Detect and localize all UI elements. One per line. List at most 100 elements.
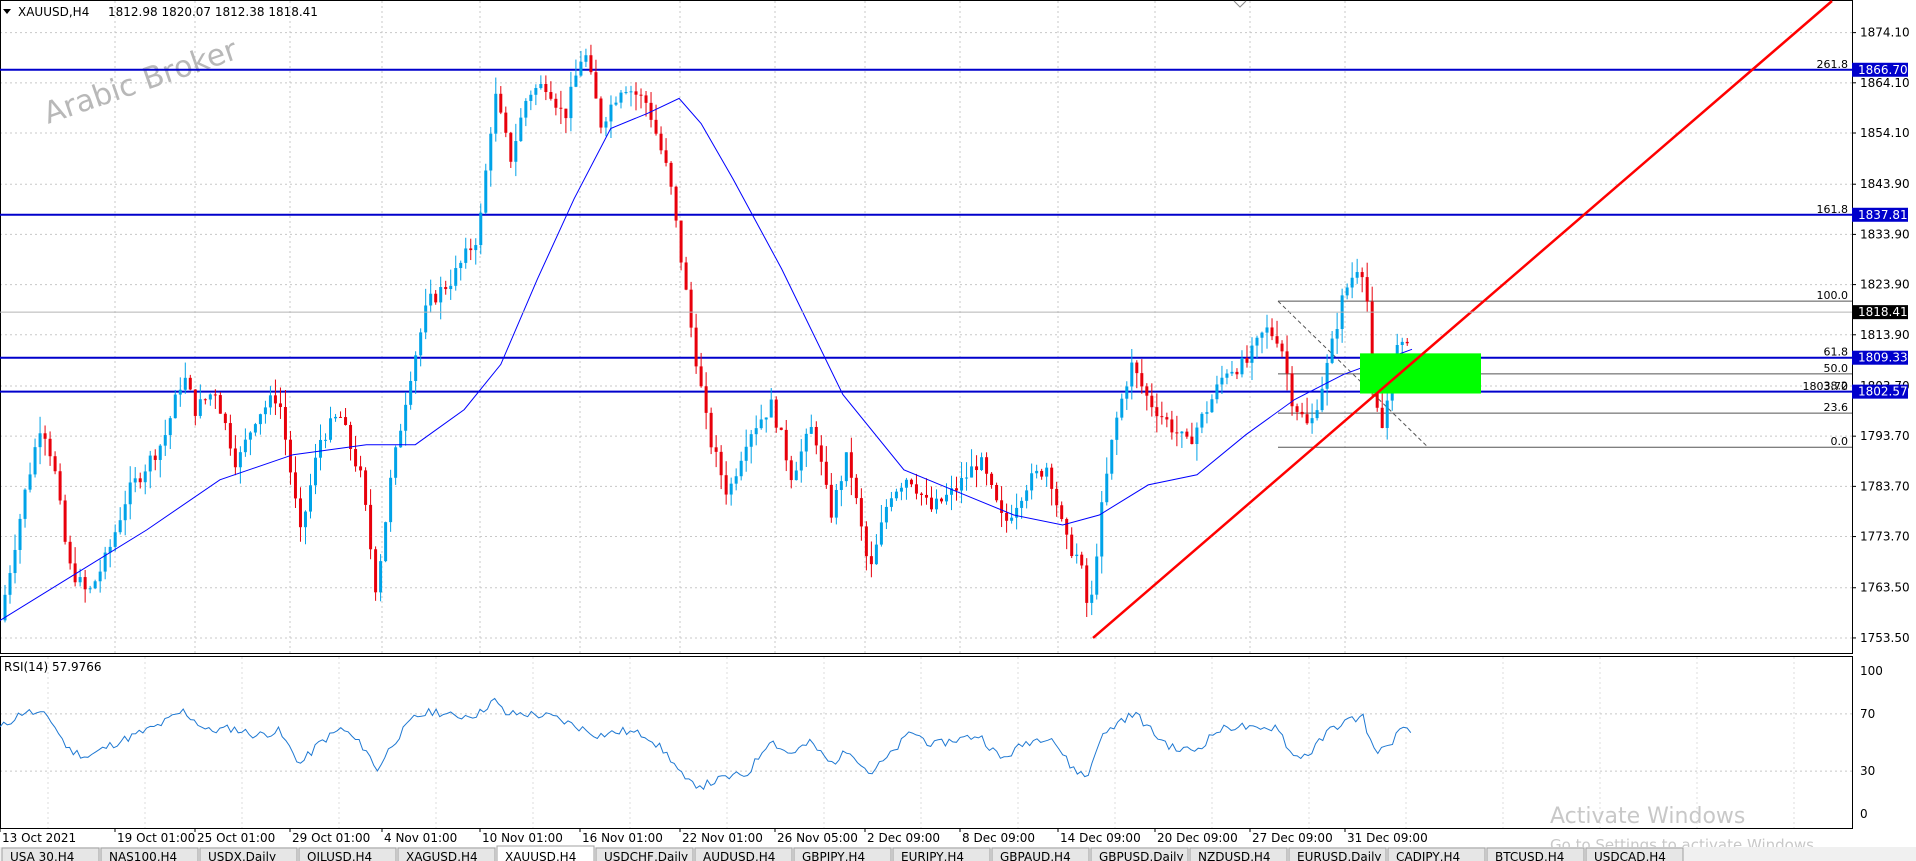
candle-body (253, 424, 257, 433)
candle-body (469, 248, 473, 251)
candle-body (1105, 473, 1109, 503)
candle-body (965, 477, 969, 479)
date-tick-label: 4 Nov 01:00 (384, 831, 457, 845)
candle-body (1220, 377, 1224, 385)
candle-body (123, 504, 127, 521)
tab-gbpusd-daily[interactable]: GBPUSD,Daily (1090, 847, 1189, 861)
tab-btcusd-h4[interactable]: BTCUSD,H4 (1486, 847, 1585, 861)
candle-body (644, 95, 648, 103)
tab-xagusd-h4[interactable]: XAGUSD,H4 (397, 847, 496, 861)
candle-body (899, 487, 903, 492)
tab-nzdusd-h4[interactable]: NZDUSD,H4 (1189, 847, 1288, 861)
tab-bg (1, 847, 100, 861)
candle-body (1180, 431, 1184, 434)
candle-body (1350, 277, 1354, 288)
tab-bg (892, 847, 991, 861)
candle-body (929, 497, 933, 510)
candle-body (729, 483, 733, 495)
candle-body (354, 448, 358, 467)
candle-body (1355, 272, 1359, 278)
tab-xauusd-h4[interactable]: XAUUSD,H4 (496, 845, 595, 861)
candle-body (113, 532, 117, 547)
candle-body (228, 423, 232, 449)
tab-gbpjpy-h4[interactable]: GBPJPY,H4 (793, 847, 892, 861)
date-tick-label: 31 Dec 09:00 (1347, 831, 1428, 845)
candle-body (364, 470, 368, 505)
date-tick-label: 22 Nov 01:00 (682, 831, 763, 845)
candle-body (218, 395, 222, 414)
tab-gbpaud-h4[interactable]: GBPAUD,H4 (991, 847, 1090, 861)
candle-body (1360, 272, 1364, 278)
rsi-line (0, 697, 1412, 791)
candle-body (694, 327, 698, 367)
candle-body (449, 285, 453, 290)
candle-body (514, 141, 518, 162)
candle-body (1315, 410, 1319, 419)
candle-body (819, 445, 823, 462)
candle-body (439, 287, 443, 303)
tab-bg (100, 847, 199, 861)
candle-body (389, 477, 393, 523)
candle-body (509, 132, 513, 162)
symbol-tab-bar[interactable]: USA 30,H4 NAS100,H4 USDX,Daily OILUSD,H4 XAG… (0, 845, 1916, 861)
tab-usa-30-h4[interactable]: USA 30,H4 (1, 847, 100, 861)
candle-body (639, 94, 643, 96)
candle-body (1215, 384, 1219, 400)
tab-usdchf-daily[interactable]: USDCHF,Daily (595, 847, 694, 861)
tab-audusd-h4[interactable]: AUDUSD,H4 (694, 847, 793, 861)
candle-body (864, 526, 868, 557)
candle-body (1225, 373, 1229, 378)
candle-body (569, 86, 573, 119)
candle-body (1335, 329, 1339, 339)
tab-oilusd-h4[interactable]: OILUSD,H4 (298, 847, 397, 861)
price-tag-bg (1852, 62, 1908, 77)
horizontal-levels[interactable] (0, 68, 1852, 393)
candle-body (1300, 411, 1304, 415)
candle-body (624, 92, 628, 94)
candle-body (1255, 337, 1259, 346)
candle-body (1325, 362, 1329, 389)
candle-body (1110, 439, 1114, 474)
candle-body (8, 573, 12, 595)
candle-body (799, 451, 803, 471)
tab-usdx-daily[interactable]: USDX,Daily (199, 847, 298, 861)
tab-label: AUDUSD,H4 (703, 850, 775, 861)
candle-body (1025, 490, 1029, 501)
tab-bg (199, 847, 298, 861)
green-zone[interactable] (1360, 353, 1481, 394)
candle-body (604, 121, 608, 128)
candle-body (1200, 413, 1204, 428)
candle-body (629, 91, 633, 93)
tab-usdcad-h4[interactable]: USDCAD,H4 (1585, 847, 1684, 861)
price-tick-label: 1773.70 (1860, 530, 1910, 544)
candle-body (804, 433, 808, 452)
candle-body (1230, 371, 1234, 374)
candle-body (955, 488, 959, 491)
candle-body (584, 55, 588, 62)
trendline[interactable] (1092, 0, 1833, 639)
candle-body (23, 489, 27, 519)
candle-body (1160, 416, 1164, 418)
tab-eurjpy-h4[interactable]: EURJPY,H4 (892, 847, 991, 861)
candle-body (1100, 502, 1104, 557)
candle-body (754, 428, 758, 435)
candle-body (960, 477, 964, 491)
candle-body (1380, 407, 1384, 428)
tab-nas100-h4[interactable]: NAS100,H4 (100, 847, 199, 861)
candle-body (324, 439, 328, 441)
candle-body (939, 498, 943, 502)
rsi-tick-label: 30 (1860, 764, 1875, 778)
candle-body (399, 430, 403, 448)
candle-body (293, 472, 297, 499)
price-tick-label: 1813.90 (1860, 328, 1910, 342)
candle-body (188, 377, 192, 390)
candle-body (539, 83, 543, 89)
tab-cadjpy-h4[interactable]: CADJPY,H4 (1387, 847, 1486, 861)
candle-body (809, 426, 813, 434)
candle-body (829, 484, 833, 518)
tab-label: NAS100,H4 (109, 850, 177, 861)
tab-eurusd-daily[interactable]: EURUSD,Daily (1288, 847, 1387, 861)
candle-body (859, 498, 863, 527)
main-pane-border (0, 0, 1853, 654)
